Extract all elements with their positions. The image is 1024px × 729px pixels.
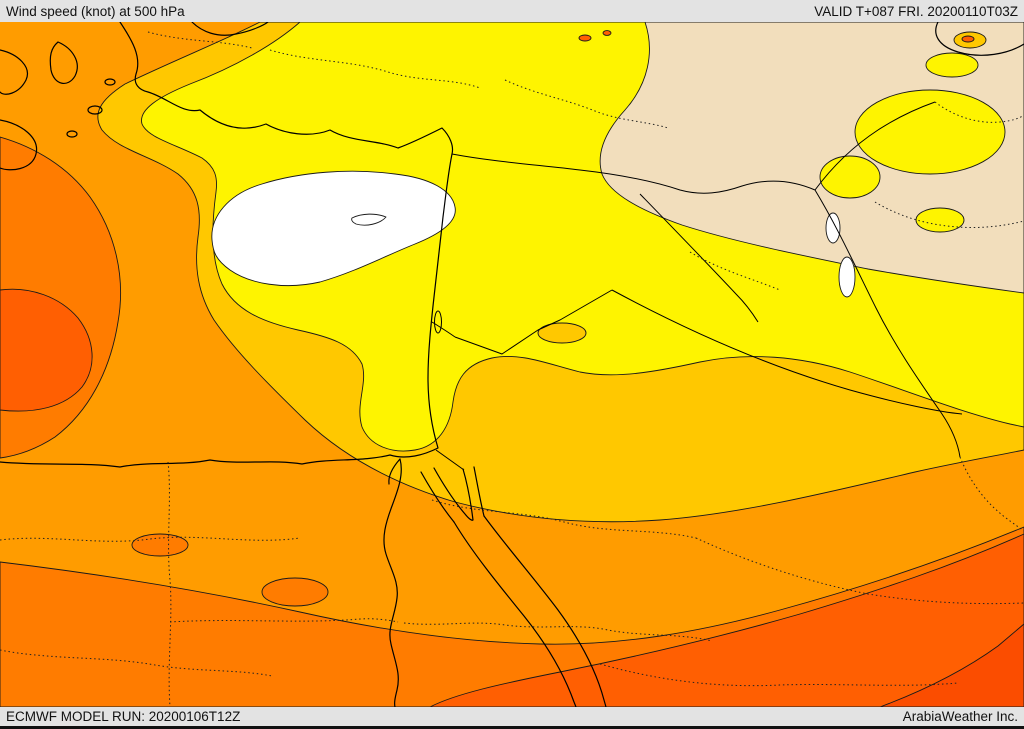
lake-zagros	[838, 256, 856, 298]
red-sea-west-shore	[453, 521, 577, 707]
yellow-patch-1	[854, 89, 1006, 175]
aegean-island-1	[87, 105, 103, 115]
border-iraq-saudi	[611, 289, 963, 415]
band-deep-orange-pocket-2	[261, 577, 329, 607]
sinai-peninsula-coast	[433, 467, 474, 521]
aegean-coast-1	[0, 49, 28, 95]
yellow-patch-4	[915, 207, 965, 233]
aegean-island-2	[66, 130, 78, 138]
red-spot-northeast	[961, 35, 975, 43]
gulf-of-aqaba-east-shore	[473, 466, 485, 517]
border-libya-egypt-dotted	[167, 461, 172, 707]
map-area	[0, 22, 1024, 707]
model-run-label: ECMWF MODEL RUN: 20200106T12Z	[6, 709, 241, 724]
yellow-patch-2	[925, 52, 979, 78]
border-east-saudi-dotted	[695, 537, 1024, 605]
band-white-minimum	[211, 170, 456, 287]
black-sea-coast	[191, 22, 269, 36]
band-red-orange-south	[429, 533, 1024, 707]
valid-time-label: VALID T+087 FRI. 20200110T03Z	[814, 3, 1018, 19]
border-balkans-dotted	[147, 31, 253, 49]
band-red-orange-west-core	[0, 288, 93, 412]
border-turkey-interior-dotted-2	[504, 79, 669, 129]
caspian-coast	[935, 22, 1024, 56]
band-red-southeast-corner	[879, 623, 1024, 707]
nile-delta-branch	[388, 458, 401, 485]
border-iran-interior-dotted	[874, 201, 1024, 229]
border-iraq-iran	[814, 189, 961, 458]
border-turkey-syria	[451, 153, 816, 194]
wind-map-svg	[0, 22, 1024, 707]
attribution-label: ArabiaWeather Inc.	[902, 709, 1018, 724]
border-israel-jordan	[431, 321, 456, 338]
aegean-island-large	[49, 41, 78, 84]
red-sea-east-shore	[483, 515, 607, 707]
border-north-saudi-dotted	[431, 499, 697, 539]
border-iran-south-dotted	[959, 456, 1024, 532]
band-deep-orange-pocket-1	[131, 533, 189, 557]
nile-river	[383, 458, 402, 707]
yellow-patch-3	[819, 155, 881, 199]
gulf-of-suez-west-shore	[420, 471, 455, 523]
aegean-coast-2	[0, 119, 38, 171]
map-header: Wind speed (knot) at 500 hPa VALID T+087…	[0, 0, 1024, 22]
amber-pocket-levant	[537, 322, 587, 344]
dead-sea	[434, 310, 442, 334]
border-iran-north-dotted	[934, 101, 1024, 123]
map-footer: ECMWF MODEL RUN: 20200106T12Z ArabiaWeat…	[0, 707, 1024, 729]
mediterranean-coastline	[0, 22, 454, 468]
border-egypt-sudan-dotted	[169, 618, 713, 642]
border-egypt-israel	[435, 449, 465, 471]
red-dot-anatolia-2	[602, 30, 612, 36]
border-libya-interior-dotted	[0, 536, 301, 542]
border-south-dotted	[599, 663, 959, 687]
border-jordan-zigzag	[454, 289, 613, 355]
lake-urmia	[825, 212, 841, 244]
cyprus-island	[351, 213, 387, 226]
border-southwest-dotted	[0, 649, 273, 677]
map-title: Wind speed (knot) at 500 hPa	[6, 3, 185, 19]
border-turkey-iran	[814, 101, 936, 191]
border-syria-iraq	[639, 193, 759, 323]
aegean-island-3	[104, 78, 116, 86]
red-dot-anatolia-1	[578, 34, 592, 42]
